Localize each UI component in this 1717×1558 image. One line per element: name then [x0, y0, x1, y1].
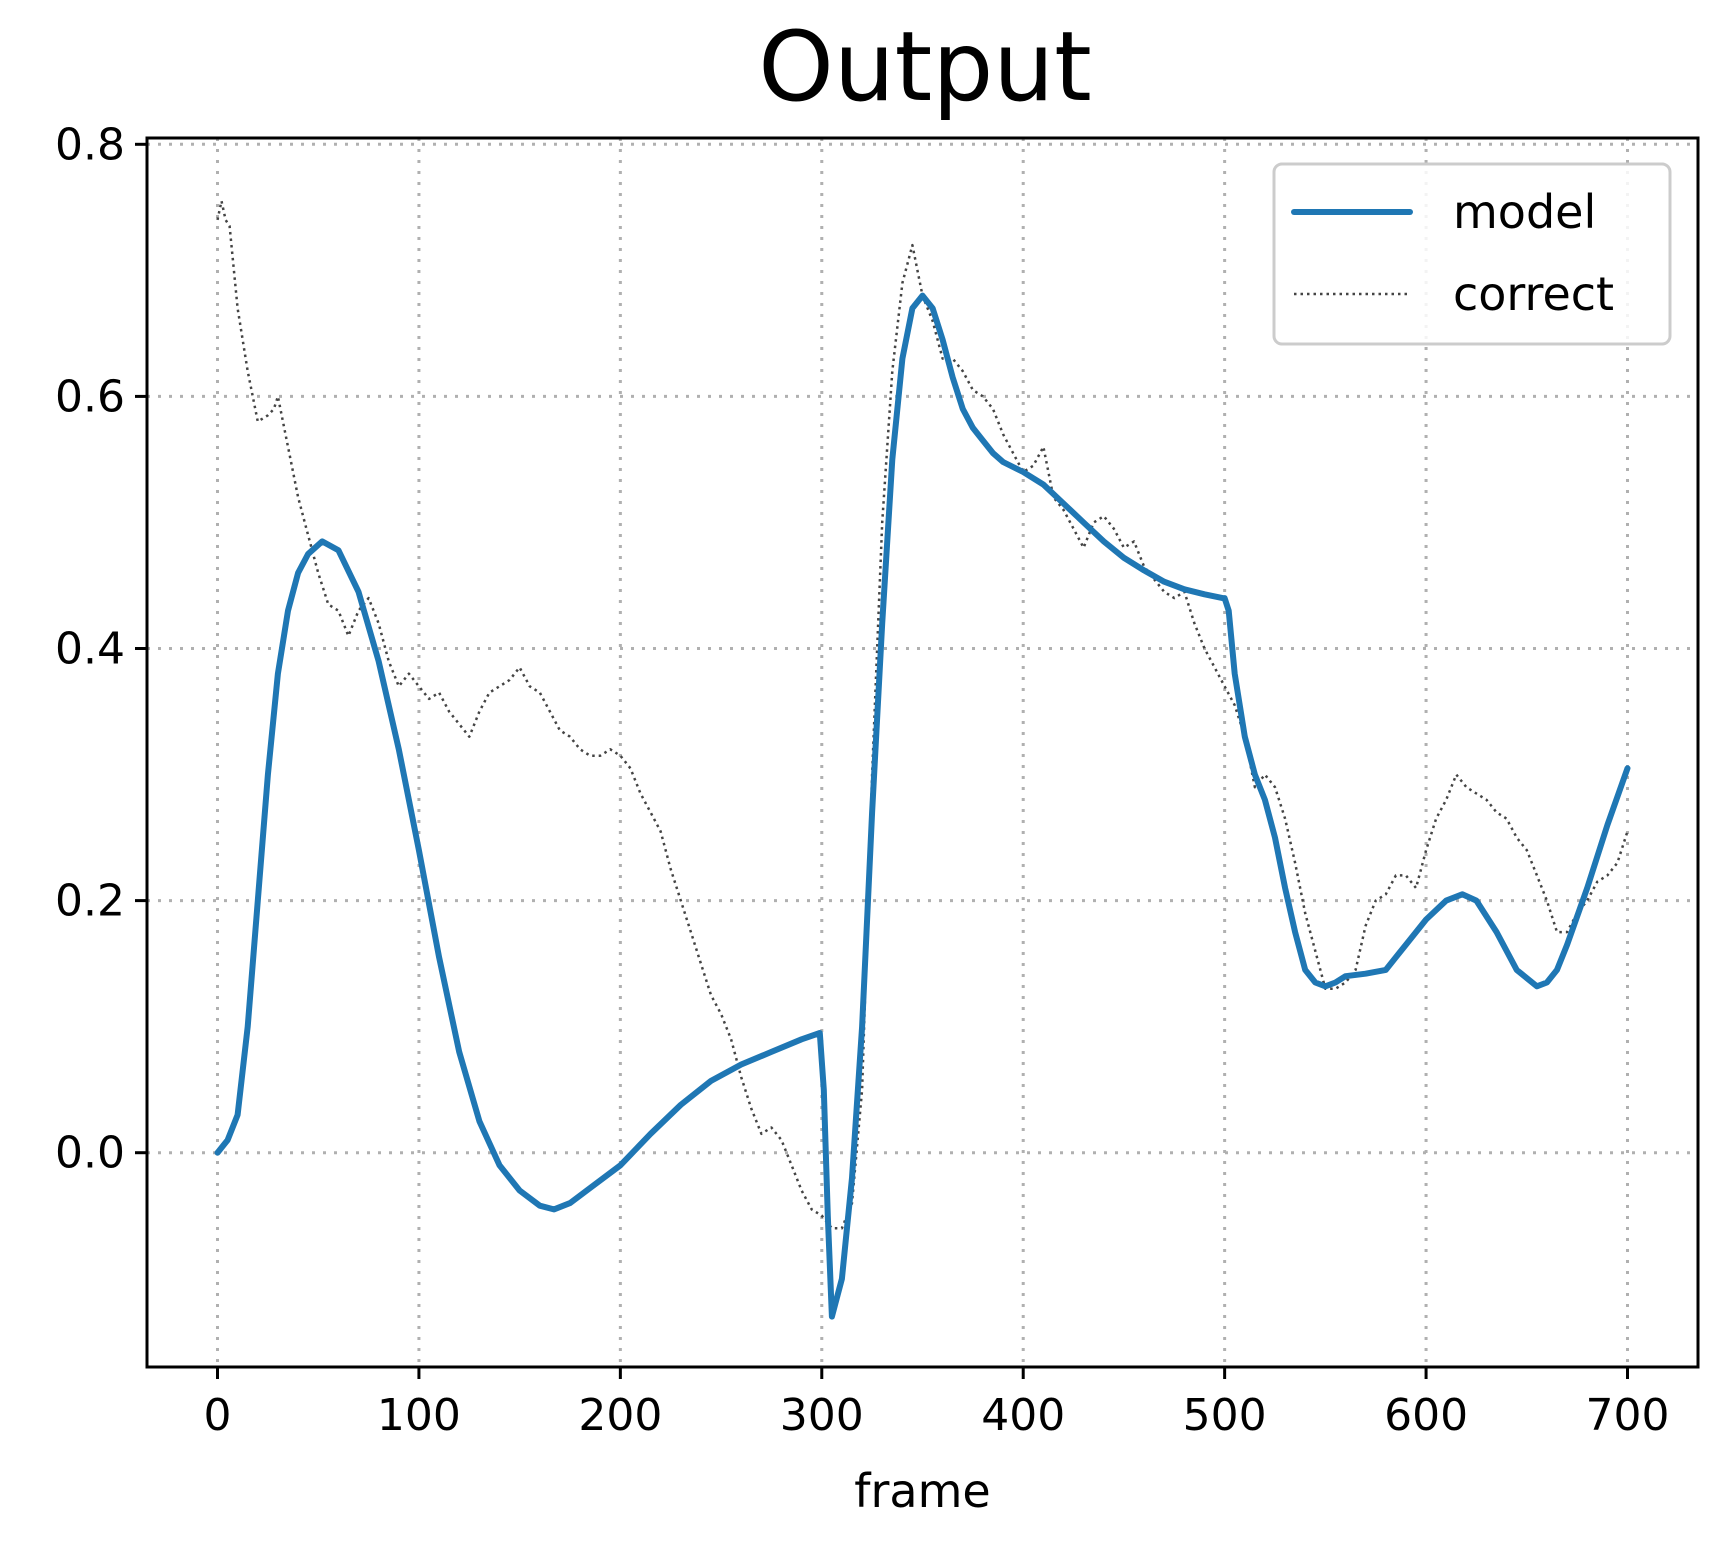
x-tick-label: 500 — [1183, 1390, 1267, 1441]
x-axis-label: frame — [854, 1464, 990, 1518]
x-tick-label: 600 — [1384, 1390, 1468, 1441]
y-tick-label: 0.6 — [55, 371, 125, 422]
x-tick-label: 200 — [578, 1390, 662, 1441]
y-tick-label: 0.4 — [55, 624, 125, 675]
legend-label-model: model — [1453, 185, 1596, 239]
y-tick-label: 0.0 — [55, 1128, 125, 1179]
y-tick-label: 0.2 — [55, 876, 125, 927]
legend-label-correct: correct — [1453, 267, 1614, 321]
chart-title: Output — [758, 11, 1091, 123]
series-layer — [214, 199, 1631, 1320]
x-tick-label: 300 — [780, 1390, 864, 1441]
axis-ticks: 0 100 200 300 400 500 600 700 0.0 0.2 0.4 0.6 0.8 — [55, 119, 1669, 1441]
x-tick-label: 400 — [981, 1390, 1065, 1441]
legend: model correct — [1272, 162, 1672, 346]
x-tick-label: 700 — [1586, 1390, 1670, 1441]
series-line-correct — [216, 199, 1629, 1230]
plot-frame — [145, 136, 1700, 1369]
y-tick-label: 0.8 — [55, 119, 125, 170]
series-line-model — [214, 292, 1631, 1320]
x-tick-label: 0 — [204, 1390, 232, 1441]
x-tick-label: 100 — [377, 1390, 461, 1441]
